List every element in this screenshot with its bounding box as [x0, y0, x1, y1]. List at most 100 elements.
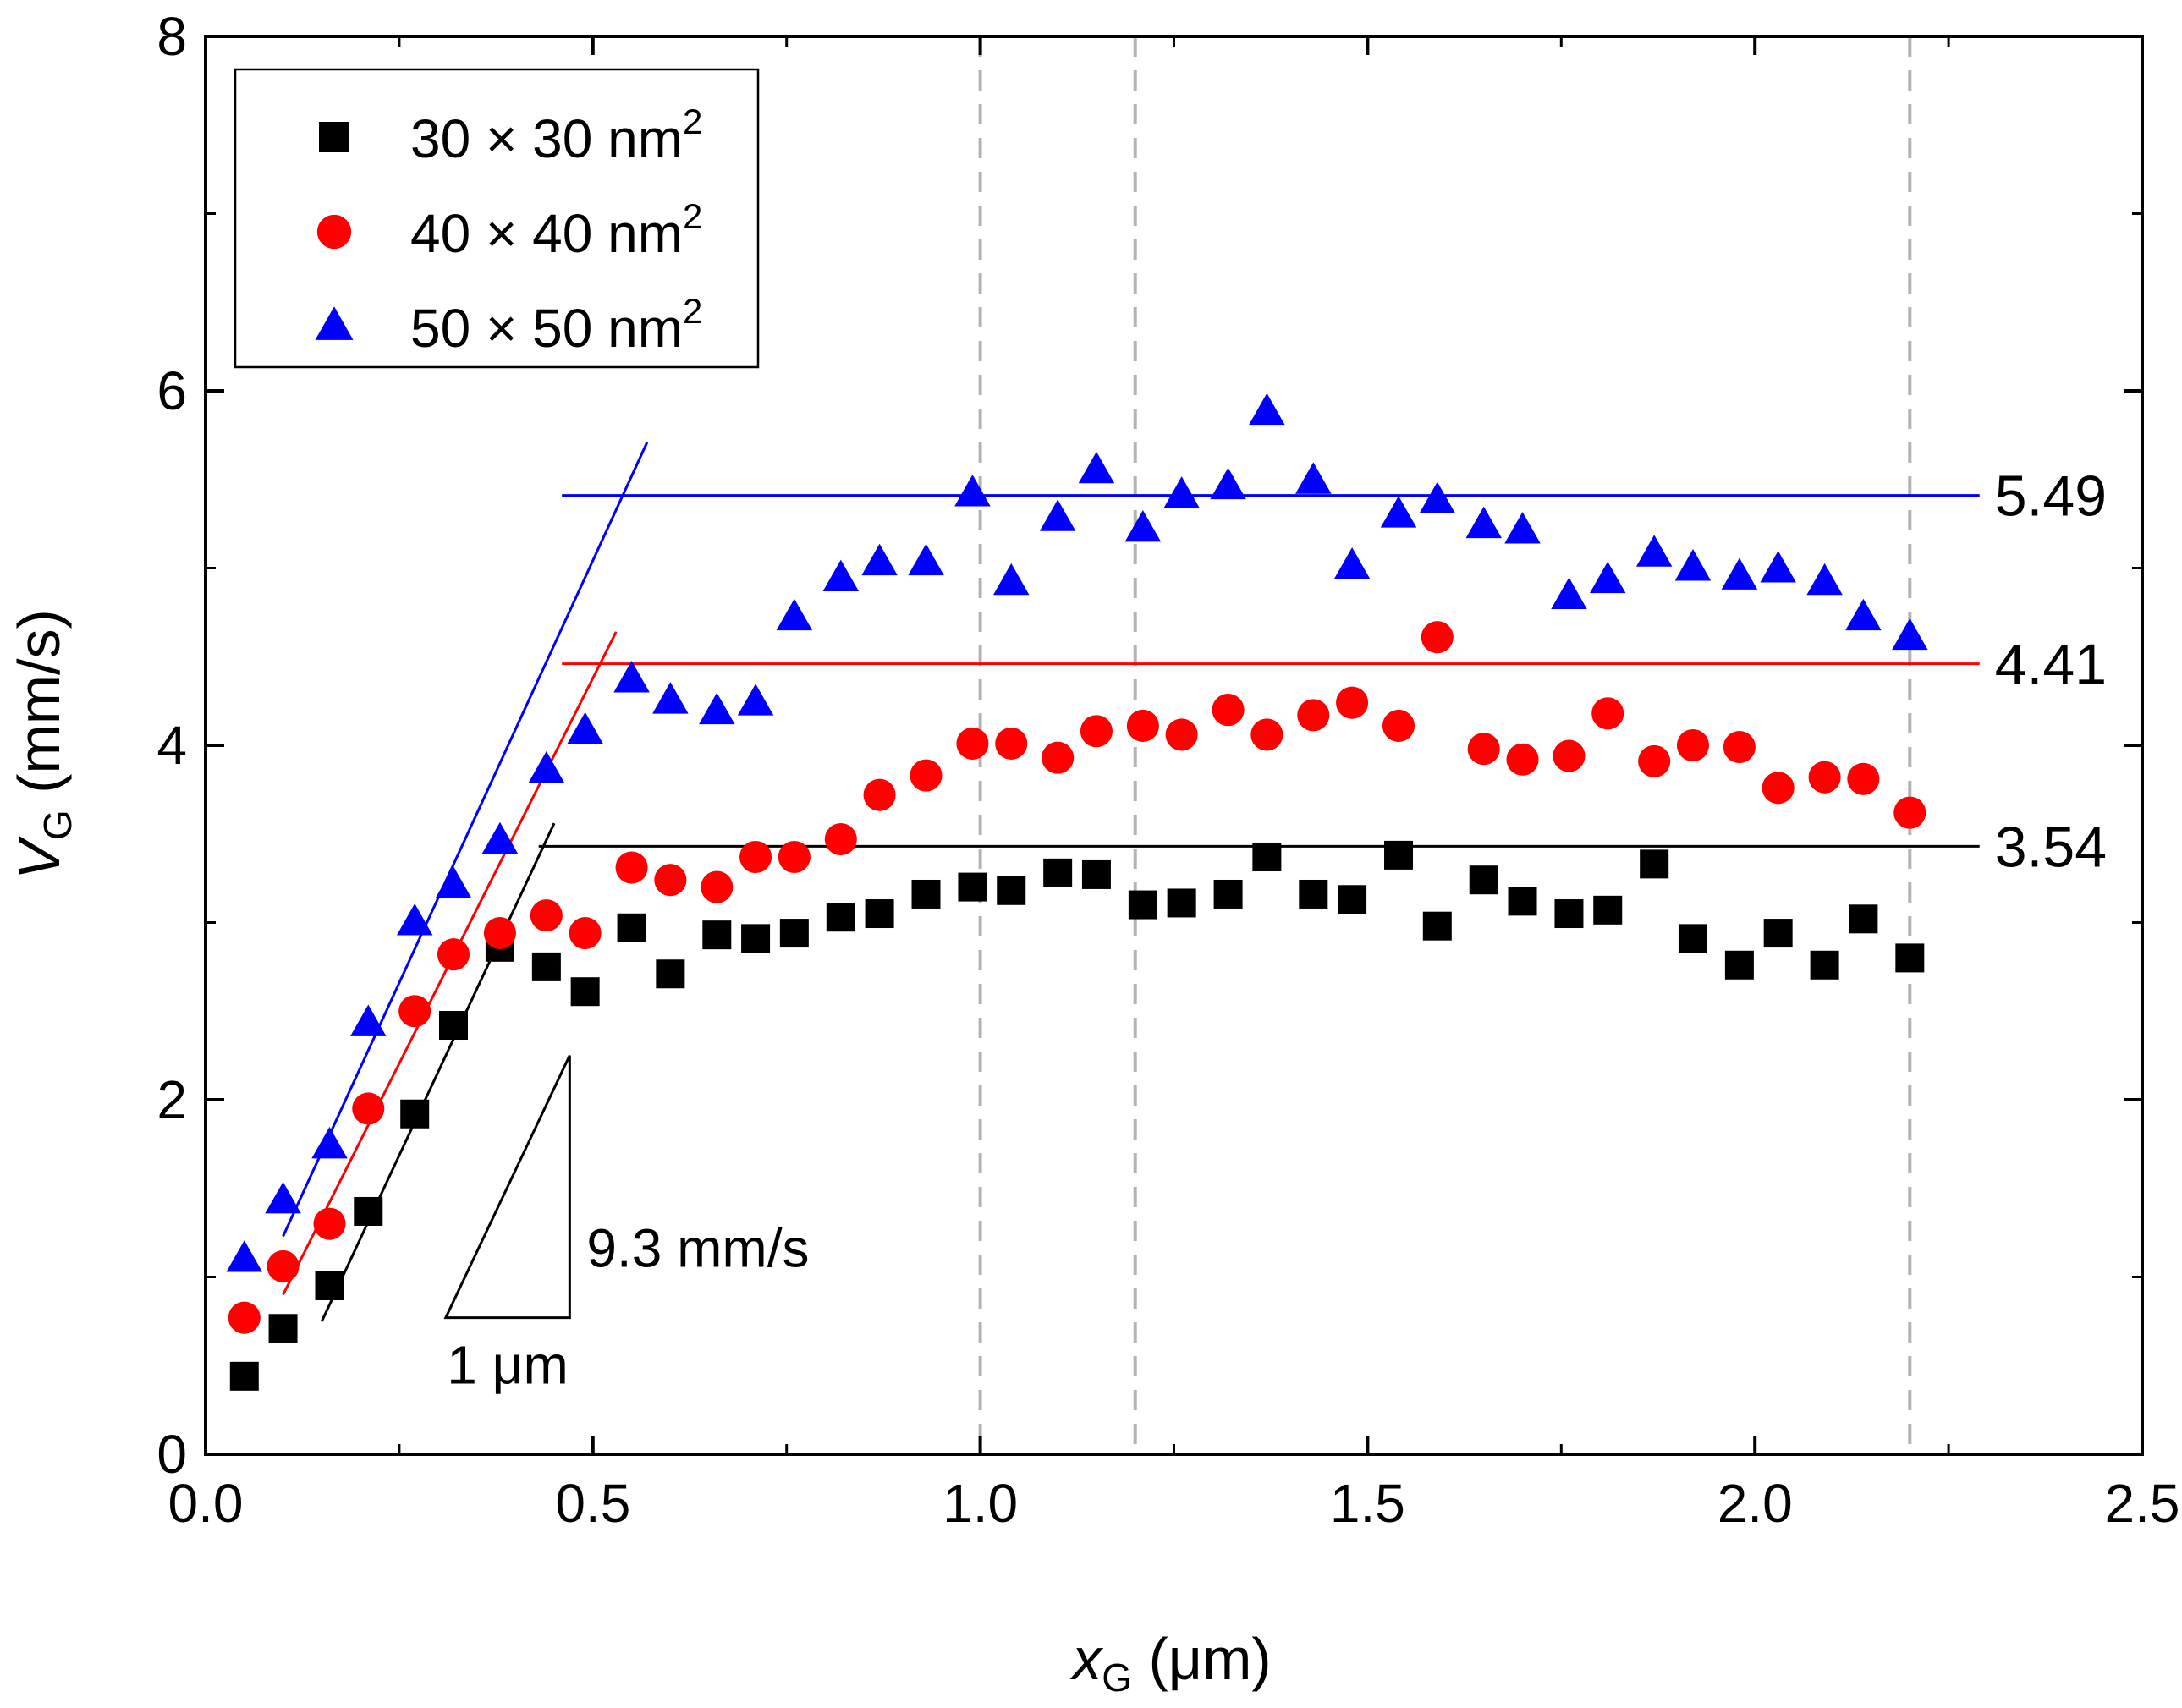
data-markers	[226, 393, 1928, 1391]
data-point-circle	[1467, 733, 1500, 766]
data-point-triangle	[613, 661, 650, 693]
plateau-value-label: 5.49	[1995, 464, 2107, 529]
x-tick-label: 2.0	[1718, 1473, 1793, 1534]
data-point-square	[1508, 887, 1537, 916]
data-point-triangle	[1760, 551, 1796, 583]
data-point-triangle	[1674, 549, 1712, 581]
legend-label: 40 × 40 nm2	[410, 196, 702, 264]
data-point-circle	[1080, 715, 1113, 748]
data-point-triangle	[396, 903, 433, 936]
data-point-triangle	[1210, 467, 1246, 500]
data-point-circle	[1676, 728, 1709, 762]
data-point-circle	[863, 778, 896, 811]
data-point-circle	[267, 1249, 300, 1282]
legend-label: 50 × 50 nm2	[410, 291, 702, 359]
data-point-triangle	[737, 684, 774, 716]
legend-items: 30 × 30 nm2 40 × 40 nm2 50 × 50 nm2	[315, 102, 702, 359]
x-tick-label: 1.5	[1330, 1473, 1405, 1534]
slope-vertical-label: 9.3 mm/s	[586, 1218, 809, 1279]
data-point-square	[1640, 849, 1669, 879]
slope-fit-line	[282, 442, 649, 1237]
data-point-circle	[437, 938, 470, 971]
data-point-square	[741, 924, 771, 953]
slope-triangle-shape	[443, 1054, 571, 1320]
data-point-circle	[1250, 718, 1283, 751]
legend-marker-circle	[316, 214, 352, 250]
data-point-triangle	[1589, 561, 1626, 594]
data-point-square	[702, 920, 732, 950]
data-point-circle	[615, 851, 648, 884]
data-point-circle	[1506, 743, 1539, 776]
data-point-circle	[483, 917, 516, 950]
x-axis-title: xG (μm)	[1069, 1626, 1272, 1700]
x-axis-title-symbol: x	[1069, 1626, 1104, 1692]
data-point-circle	[1421, 621, 1454, 654]
data-point-square	[354, 1196, 383, 1226]
data-point-triangle	[1380, 496, 1417, 528]
data-point-triangle	[1465, 506, 1502, 539]
data-point-square	[779, 919, 809, 948]
data-point-square	[1167, 888, 1196, 918]
x-tick-label: 1.0	[943, 1473, 1018, 1534]
data-point-circle	[956, 727, 989, 760]
plateau-labels: 5.49 4.41 3.54	[1995, 464, 2107, 880]
data-point-circle	[701, 870, 734, 903]
data-point-circle	[313, 1207, 346, 1240]
data-point-triangle	[1892, 618, 1928, 651]
x-tick-label: 0.0	[168, 1473, 244, 1534]
data-point-circle	[778, 840, 811, 874]
data-point-triangle	[1249, 393, 1285, 426]
data-point-square	[1422, 911, 1452, 941]
x-axis-title-unit: (μm)	[1132, 1626, 1272, 1692]
data-point-square	[1678, 924, 1707, 953]
data-point-circle	[228, 1301, 261, 1334]
data-point-square	[531, 952, 561, 981]
data-point-square	[438, 1011, 468, 1041]
data-point-circle	[569, 917, 602, 950]
data-point-circle	[1591, 697, 1624, 730]
x-tick-labels: 0.0 0.5 1.0 1.5 2.0 2.5	[168, 1473, 2180, 1534]
data-point-triangle	[699, 692, 735, 725]
data-point-circle	[530, 899, 563, 932]
data-point-square	[400, 1099, 430, 1129]
data-point-triangle	[822, 559, 860, 592]
data-point-square	[1469, 865, 1498, 895]
data-point-circle	[1382, 709, 1415, 742]
data-point-triangle	[1551, 577, 1587, 609]
y-tick-labels: 0 2 4 6 8	[157, 6, 187, 1485]
data-point-square	[1554, 899, 1584, 929]
data-point-triangle	[350, 1004, 387, 1036]
data-point-square	[1724, 950, 1754, 980]
x-tick-label: 0.5	[555, 1473, 630, 1534]
slope-fit-line	[320, 822, 556, 1322]
data-point-triangle	[1078, 451, 1115, 484]
y-tick-label: 0	[157, 1424, 187, 1485]
y-tick-label: 4	[157, 715, 187, 776]
y-tick-label: 2	[157, 1069, 187, 1130]
legend: 30 × 30 nm2 40 × 40 nm2 50 × 50 nm2	[234, 68, 760, 369]
data-point-circle	[1762, 772, 1795, 805]
data-point-circle	[910, 759, 943, 792]
data-point-triangle	[954, 475, 991, 507]
data-point-square	[1128, 890, 1157, 920]
data-point-circle	[1297, 699, 1330, 732]
slope-horizontal-label: 1 μm	[447, 1335, 569, 1396]
data-point-square	[1849, 904, 1878, 934]
data-point-triangle	[311, 1127, 348, 1159]
data-point-circle	[1042, 741, 1075, 774]
data-point-square	[1338, 885, 1367, 914]
y-tick-label: 8	[157, 6, 187, 67]
legend-box	[234, 68, 760, 369]
data-point-triangle	[1806, 563, 1843, 596]
data-point-square	[997, 876, 1026, 905]
data-point-circle	[352, 1092, 385, 1125]
data-point-triangle	[435, 866, 472, 898]
data-point-triangle	[1039, 499, 1076, 531]
data-point-triangle	[908, 543, 944, 576]
data-point-triangle	[652, 682, 689, 714]
data-point-square	[958, 872, 987, 902]
data-point-triangle	[481, 821, 519, 854]
slope-triangle: 9.3 mm/s 1 μm	[443, 1054, 809, 1396]
data-point-square	[1252, 842, 1282, 871]
